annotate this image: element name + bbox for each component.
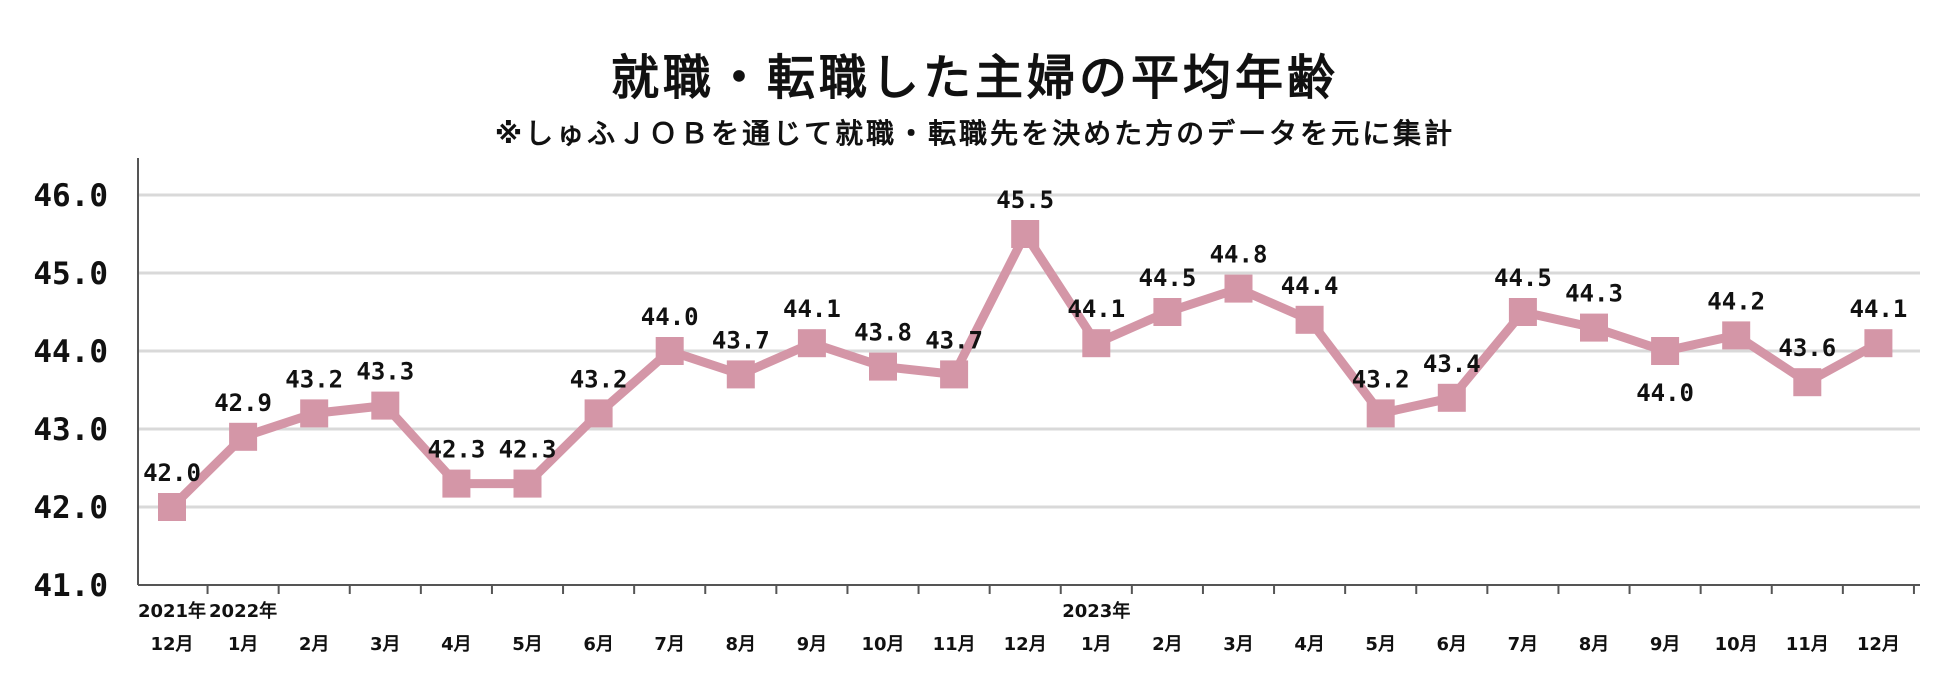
x-tick-label: 12月 (1004, 634, 1047, 655)
x-tick-label: 2月 (1152, 634, 1183, 655)
series-layer (158, 220, 1893, 521)
x-tick-label: 2月 (299, 634, 330, 655)
data-point (1651, 337, 1680, 365)
x-tick-label: 4月 (441, 634, 472, 655)
x-tick-label: 3月 (1223, 634, 1254, 655)
data-point (655, 337, 684, 365)
x-tick-label: 4月 (1294, 634, 1325, 655)
label-layer: 42.0 42.9 43.2 43.3 42.3 42.3 43.2 44.0 43.7 44.1… (143, 186, 1907, 487)
series-line (168, 229, 1881, 511)
x-tick-label: 12月 (150, 634, 193, 655)
data-label: 43.7 (925, 326, 983, 354)
x-tick-label: 6月 (583, 634, 614, 655)
data-label: 45.5 (996, 186, 1054, 214)
data-label: 42.3 (499, 436, 557, 464)
data-label: 43.4 (1423, 350, 1481, 378)
y-tick-label: 44.0 (33, 334, 108, 370)
data-point (1580, 313, 1608, 342)
data-label: 44.4 (1281, 272, 1339, 300)
data-label: 43.3 (356, 358, 414, 386)
y-tick-label: 41.0 (33, 568, 108, 604)
x-tick-label: 7月 (654, 634, 685, 655)
data-point (1864, 329, 1893, 358)
x-tick-label: 3月 (370, 634, 401, 655)
x-tick-label: 7月 (1508, 634, 1539, 655)
data-label: 43.8 (854, 319, 912, 347)
data-label: 43.2 (1352, 365, 1410, 393)
x-tick-label: 12月 (1857, 634, 1900, 655)
data-point (158, 493, 186, 521)
x-tick-label: 10月 (861, 634, 904, 655)
x-tick-label: 9月 (1650, 634, 1681, 655)
data-point (1295, 305, 1324, 334)
data-point (371, 391, 400, 420)
grid-layer (138, 193, 1920, 509)
chart-subtitle: ※しゅふＪＯＢを通じて就職・転職先を決めた方のデータを元に集計 (494, 117, 1456, 150)
data-label: 44.1 (1850, 295, 1908, 323)
x-tick-label: 1月 (1081, 634, 1112, 655)
data-label: 44.5 (1494, 264, 1552, 292)
data-label: 44.2 (1707, 287, 1765, 315)
data-point (513, 469, 542, 498)
data-label: 44.5 (1139, 264, 1197, 292)
data-point (1508, 298, 1537, 326)
y-tick-label: 46.0 (33, 178, 108, 214)
x-tick-label: 8月 (726, 634, 757, 655)
data-label: 42.0 (143, 459, 201, 487)
data-label: 42.3 (428, 436, 486, 464)
x-tick-label: 10月 (1715, 634, 1758, 655)
data-label: 43.6 (1778, 334, 1836, 362)
data-point (300, 399, 329, 428)
data-point (1793, 368, 1822, 397)
data-point (229, 422, 258, 451)
y-tick-label: 45.0 (33, 256, 108, 292)
x-tick-label: 11月 (933, 634, 976, 655)
data-label: 44.8 (1210, 241, 1268, 269)
data-label: 44.0 (641, 303, 699, 331)
data-point (1366, 399, 1395, 428)
data-point (1082, 329, 1111, 358)
x-year-label: 2023年 (1062, 600, 1130, 622)
data-point (726, 360, 755, 389)
data-label: 42.9 (214, 389, 272, 417)
x-year-label: 2021年 (138, 600, 206, 622)
x-tick-label: 8月 (1579, 634, 1610, 655)
x-tick-label: 9月 (797, 634, 828, 655)
y-tick-label: 42.0 (33, 490, 108, 526)
data-label: 44.0 (1636, 379, 1694, 407)
data-point (584, 399, 613, 428)
x-tick-label: 11月 (1786, 634, 1829, 655)
data-label: 43.2 (570, 365, 628, 393)
data-label: 43.7 (712, 326, 770, 354)
data-point (442, 469, 471, 498)
data-point (1722, 321, 1751, 350)
data-point (1153, 298, 1182, 326)
data-label: 44.3 (1565, 280, 1623, 308)
data-point (797, 329, 826, 358)
data-point (1011, 220, 1040, 248)
data-label: 43.2 (285, 365, 343, 393)
data-point (1224, 274, 1253, 303)
x-tick-label: 5月 (512, 634, 543, 655)
chart-title: 就職・転職した主婦の平均年齢 (610, 50, 1339, 106)
y-tick-label: 43.0 (33, 412, 108, 448)
data-point (1437, 383, 1466, 412)
x-year-label: 2022年 (209, 600, 277, 622)
data-label: 44.1 (1067, 295, 1125, 323)
axis-layer: 41.0 42.0 43.0 44.0 45.0 46.0 12月 1月 2月 3月 4月 5月 6月 7… (33, 158, 1920, 655)
x-tick-label: 5月 (1365, 634, 1396, 655)
x-tick-label: 1月 (228, 634, 259, 655)
data-label: 44.1 (783, 295, 841, 323)
data-point (869, 352, 897, 381)
data-point (940, 360, 969, 389)
x-tick-label: 6月 (1437, 634, 1468, 655)
